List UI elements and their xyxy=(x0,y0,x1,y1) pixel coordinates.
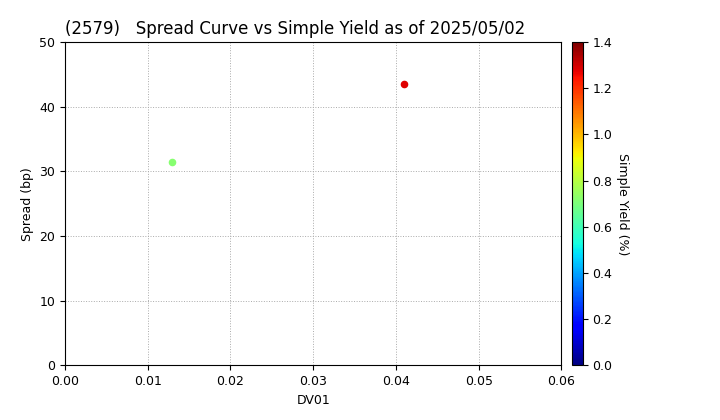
Y-axis label: Simple Yield (%): Simple Yield (%) xyxy=(616,152,629,255)
X-axis label: DV01: DV01 xyxy=(296,394,330,407)
Y-axis label: Spread (bp): Spread (bp) xyxy=(21,167,34,241)
Text: (2579)   Spread Curve vs Simple Yield as of 2025/05/02: (2579) Spread Curve vs Simple Yield as o… xyxy=(65,20,525,38)
Point xyxy=(166,158,178,165)
Point xyxy=(398,81,410,87)
